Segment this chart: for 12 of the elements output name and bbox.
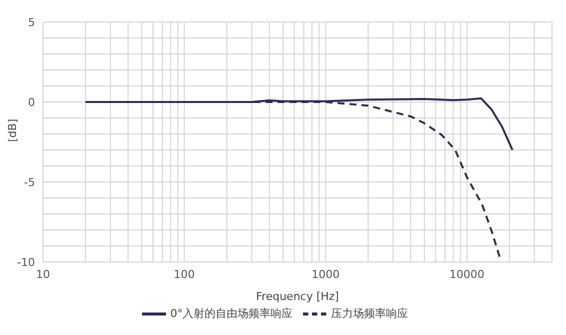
legend-label: 0°入射的自由场频率响应 bbox=[170, 307, 293, 320]
y-tick-label: 5 bbox=[28, 16, 35, 29]
x-tick-label: 10 bbox=[36, 268, 50, 281]
legend-label: 压力场频率响应 bbox=[330, 307, 408, 320]
x-axis-title: Frequency [Hz] bbox=[256, 290, 339, 303]
y-tick-label: -10 bbox=[17, 256, 35, 269]
y-axis-title: [dB] bbox=[6, 118, 19, 142]
x-tick-label: 1000 bbox=[312, 268, 340, 281]
y-tick-label: -5 bbox=[24, 176, 35, 189]
x-tick-label: 100 bbox=[174, 268, 195, 281]
y-tick-label: 0 bbox=[28, 96, 35, 109]
x-tick-label: 10000 bbox=[449, 268, 484, 281]
